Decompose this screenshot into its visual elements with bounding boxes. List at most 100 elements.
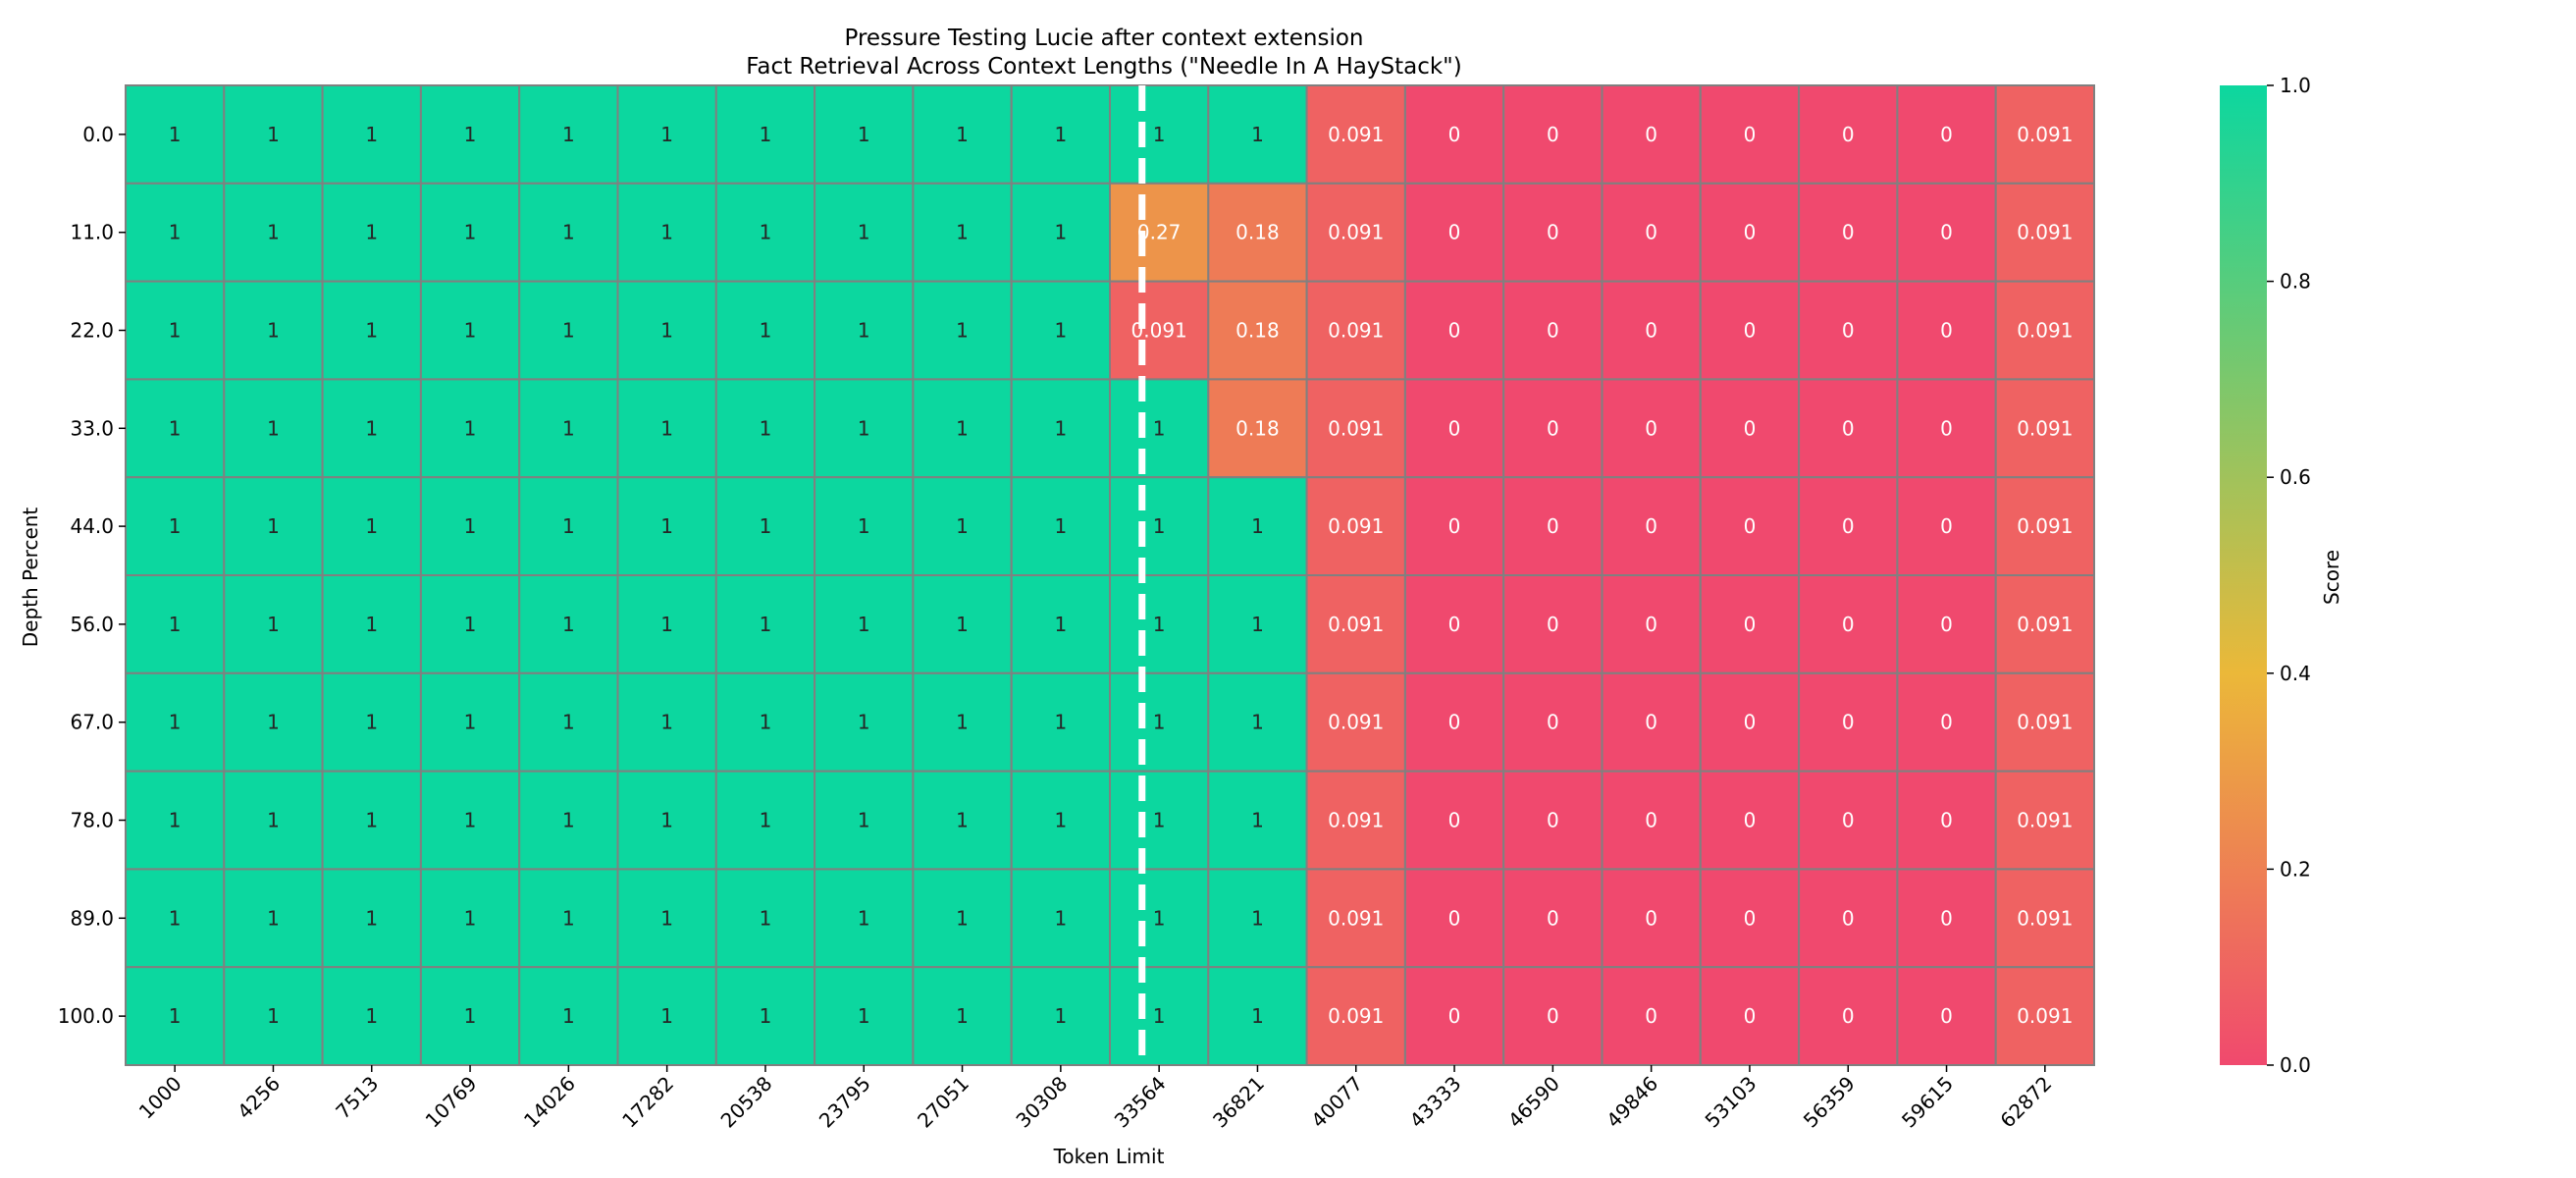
cell-value-label: 0.091 (2017, 613, 2073, 636)
cell-value-label: 1 (858, 809, 870, 832)
cell-value-label: 0 (1448, 319, 1461, 343)
heatmap-cell (1896, 671, 1997, 773)
cell-value-label: 0.091 (2017, 1004, 2073, 1028)
x-tick-label: 4256 (233, 1072, 285, 1124)
cell-value-label: 0 (1547, 123, 1559, 146)
heatmap-cell (1699, 84, 1801, 185)
x-tick-label: 40077 (1306, 1072, 1367, 1133)
heatmap-cells (125, 84, 2095, 1067)
cell-value-label: 1 (760, 809, 772, 832)
x-tick-label: 30308 (1011, 1072, 1072, 1133)
heatmap-cell (714, 280, 816, 381)
y-tick-label: 44.0 (70, 514, 114, 538)
cell-value-label: 1 (464, 613, 477, 636)
cell-value-label: 1 (365, 416, 378, 440)
cell-value-label: 1 (956, 514, 969, 538)
cell-value-label: 1 (858, 514, 870, 538)
heatmap-cell (1403, 84, 1505, 185)
cell-value-label: 0 (1842, 514, 1855, 538)
cell-value-label: 1 (660, 123, 673, 146)
x-tick-label: 23795 (815, 1072, 875, 1133)
y-tick-label: 67.0 (70, 711, 114, 734)
x-tick-label: 53103 (1701, 1072, 1761, 1133)
heatmap-cell (223, 671, 324, 773)
cell-value-label: 1 (267, 711, 280, 734)
heatmap-cell (321, 574, 422, 674)
colorbar (2220, 85, 2267, 1065)
heatmap-cell (814, 476, 915, 577)
cell-value-label: 0 (1842, 1004, 1855, 1028)
heatmap-cell (912, 280, 1013, 381)
cell-value-label: 1 (760, 221, 772, 244)
cell-value-label: 0.091 (1328, 514, 1384, 538)
heatmap-cell (223, 868, 324, 969)
heatmap-cell (912, 770, 1013, 871)
y-axis-label: Depth Percent (19, 508, 42, 648)
cell-value-label: 1 (169, 809, 182, 832)
heatmap-cell (1109, 966, 1210, 1067)
heatmap-cell (814, 84, 915, 185)
heatmap-cell (125, 182, 226, 283)
cell-value-label: 1 (1054, 809, 1067, 832)
heatmap-cell (616, 671, 717, 773)
cell-value-label: 0.18 (1235, 319, 1280, 343)
heatmap-cell (1601, 476, 1702, 577)
heatmap-cell (1896, 966, 1997, 1067)
cell-value-label: 1 (169, 319, 182, 343)
cell-value-label: 0 (1744, 319, 1757, 343)
heatmap-cell (1896, 182, 1997, 283)
x-tick-label: 43333 (1405, 1072, 1466, 1133)
cell-value-label: 1 (365, 221, 378, 244)
cell-value-label: 0.091 (1328, 1004, 1384, 1028)
heatmap-cell (714, 476, 816, 577)
cell-value-label: 1 (1251, 123, 1264, 146)
cell-value-label: 1 (1153, 906, 1166, 930)
cell-value-label: 1 (858, 711, 870, 734)
cell-value-label: 1 (1054, 613, 1067, 636)
heatmap-cell (814, 770, 915, 871)
cell-value-label: 1 (858, 1004, 870, 1028)
cell-value-label: 1 (1153, 711, 1166, 734)
heatmap-cell (223, 966, 324, 1067)
cell-value-label: 0 (1842, 123, 1855, 146)
cell-value-label: 1 (1153, 1004, 1166, 1028)
heatmap-cell (1207, 770, 1308, 871)
colorbar-tick-label: 1.0 (2280, 74, 2311, 97)
cell-value-label: 1 (267, 319, 280, 343)
cell-value-label: 0 (1744, 809, 1757, 832)
cell-value-label: 1 (267, 613, 280, 636)
heatmap-cell (1502, 574, 1603, 674)
cell-value-label: 0 (1940, 221, 1953, 244)
cell-value-label: 0 (1547, 711, 1559, 734)
heatmap-cell (1601, 966, 1702, 1067)
cell-value-label: 0 (1448, 613, 1461, 636)
heatmap-cell (1994, 84, 2095, 185)
cell-value-label: 1 (956, 123, 969, 146)
heatmap-cell (1109, 182, 1210, 283)
heatmap-cell (1994, 574, 2095, 674)
heatmap-cell (223, 476, 324, 577)
colorbar-tick-label: 0.0 (2280, 1053, 2311, 1077)
y-tick-label: 100.0 (58, 1004, 114, 1028)
colorbar-tick-label: 0.8 (2280, 270, 2311, 294)
x-tick-label: 33564 (1110, 1072, 1171, 1133)
heatmap-cell (1798, 378, 1899, 479)
heatmap-cell-labels: 1 1 1 1 1 1 1 1 1 1 1 1 0.091 0 0 0 0 0 0 0.091 1 1 1 1 1 1 1 1 1 1 0.… (169, 123, 2074, 1028)
heatmap-cell (1010, 280, 1111, 381)
heatmap-cell (1699, 476, 1801, 577)
heatmap-cell (321, 182, 422, 283)
cell-value-label: 0 (1744, 711, 1757, 734)
cell-value-label: 0 (1744, 613, 1757, 636)
heatmap-cell (321, 966, 422, 1067)
cell-value-label: 1 (1054, 514, 1067, 538)
heatmap-cell (518, 280, 619, 381)
cell-value-label: 1 (169, 613, 182, 636)
cell-value-label: 0 (1448, 906, 1461, 930)
heatmap-cell (1896, 574, 1997, 674)
heatmap-cell (616, 378, 717, 479)
cell-value-label: 1 (562, 221, 575, 244)
cell-value-label: 0.091 (1328, 319, 1384, 343)
cell-value-label: 1 (858, 906, 870, 930)
x-axis-label: Token Limit (1053, 1145, 1165, 1168)
x-tick-label: 20538 (716, 1072, 777, 1133)
